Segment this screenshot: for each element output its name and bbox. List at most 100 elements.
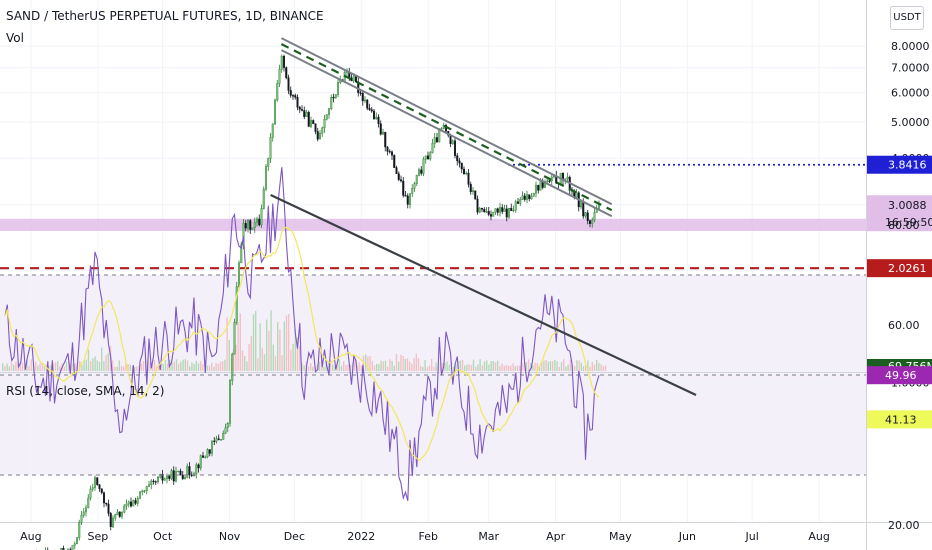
candle-body [544, 181, 547, 188]
candle-body [197, 464, 200, 469]
volume-bar [81, 364, 83, 371]
volume-bar [189, 366, 191, 371]
candle-body [370, 109, 373, 112]
volume-bar [219, 361, 222, 371]
rsi-indicator-label: RSI (14, close, SMA, 14, 2) [6, 384, 165, 398]
candle-body [269, 137, 272, 159]
volume-bar [206, 365, 208, 371]
candle-body [539, 180, 542, 191]
candle-body [334, 94, 337, 98]
candle-body [102, 492, 105, 504]
volume-bar [373, 365, 376, 371]
volume-bar [180, 361, 182, 371]
volume-bar [241, 350, 244, 371]
volume-bar [312, 366, 314, 371]
volume-bar [521, 362, 523, 371]
volume-bar [468, 364, 470, 371]
candle-body [143, 490, 146, 492]
volume-bar [461, 359, 464, 371]
candle-body [366, 99, 369, 109]
volume-bar [13, 364, 15, 371]
candle-body [231, 353, 234, 381]
volume-bar [393, 365, 395, 371]
candle-body [528, 194, 531, 200]
candle-body [195, 464, 198, 475]
candle-body [523, 195, 526, 200]
volume-bar [105, 355, 107, 371]
currency-button[interactable]: USDT [890, 6, 924, 30]
candle-body [78, 521, 81, 538]
time-tick-label: Aug [808, 530, 829, 543]
candle-body [589, 220, 592, 224]
rsi-sma-line [4, 226, 600, 462]
volume-bar [499, 366, 501, 371]
time-tick-label: Jun [678, 530, 696, 543]
volume-bar [164, 359, 167, 371]
volume-bar [332, 364, 334, 371]
resistance-price-label-bg [867, 155, 932, 174]
volume-bar [593, 364, 596, 371]
candle-body [330, 97, 333, 109]
candle-body [249, 220, 252, 230]
volume-bar [290, 349, 292, 371]
candle-body [278, 69, 281, 84]
candle-body [98, 484, 101, 489]
candle-body [427, 155, 430, 160]
volume-bar [116, 366, 118, 371]
candle-body [490, 214, 493, 217]
candle-body [406, 195, 409, 205]
candle-body [80, 514, 83, 523]
volume-bar [604, 365, 607, 371]
candle-body [501, 207, 504, 212]
volume-bar [387, 366, 389, 371]
volume-bar [118, 360, 120, 371]
volume-bar [510, 365, 512, 371]
volume-bar [65, 361, 68, 371]
channel-upper-line [280, 37, 613, 206]
volume-bar [549, 360, 552, 371]
rsi-trendline [270, 194, 697, 396]
candle-body [129, 501, 132, 507]
volume-bar [395, 353, 398, 371]
volume-bar [497, 360, 499, 371]
volume-bar [26, 359, 28, 371]
volume-bar [340, 365, 343, 371]
candle-body [89, 488, 92, 499]
volume-bar [481, 365, 483, 371]
last-price-label: 3.0088 16:59:50 [867, 195, 932, 232]
candle-body [307, 112, 310, 127]
candle-body [465, 172, 468, 175]
volume-bar [402, 355, 404, 371]
volume-bar [582, 366, 585, 371]
candle-body [463, 168, 466, 175]
volume-bar [486, 360, 488, 371]
candle-body [274, 99, 277, 125]
volume-bar [411, 363, 413, 371]
candle-body [530, 195, 533, 200]
time-tick-label: Oct [153, 530, 173, 543]
volume-bar [512, 363, 514, 371]
volume-bar [543, 360, 545, 371]
volume-bar [591, 362, 593, 371]
candle-body [244, 223, 247, 229]
candle-body [75, 537, 78, 545]
volume-bar [98, 361, 101, 371]
candle-body [512, 209, 515, 212]
candle-body [233, 322, 236, 355]
candle-body [314, 123, 317, 132]
time-tick-label: Dec [284, 530, 305, 543]
candle-body [71, 545, 74, 550]
volume-bar [233, 349, 235, 371]
candle-body [575, 192, 578, 198]
candle-body [402, 180, 405, 196]
volume-bar [228, 340, 230, 371]
candle-body [253, 221, 256, 229]
volume-bar [171, 363, 173, 371]
candle-body [292, 95, 295, 97]
volume-bar [50, 365, 52, 371]
volume-bar [389, 359, 391, 371]
volume-bar [477, 364, 479, 371]
volume-bar [184, 359, 186, 371]
volume-bar [530, 362, 532, 371]
